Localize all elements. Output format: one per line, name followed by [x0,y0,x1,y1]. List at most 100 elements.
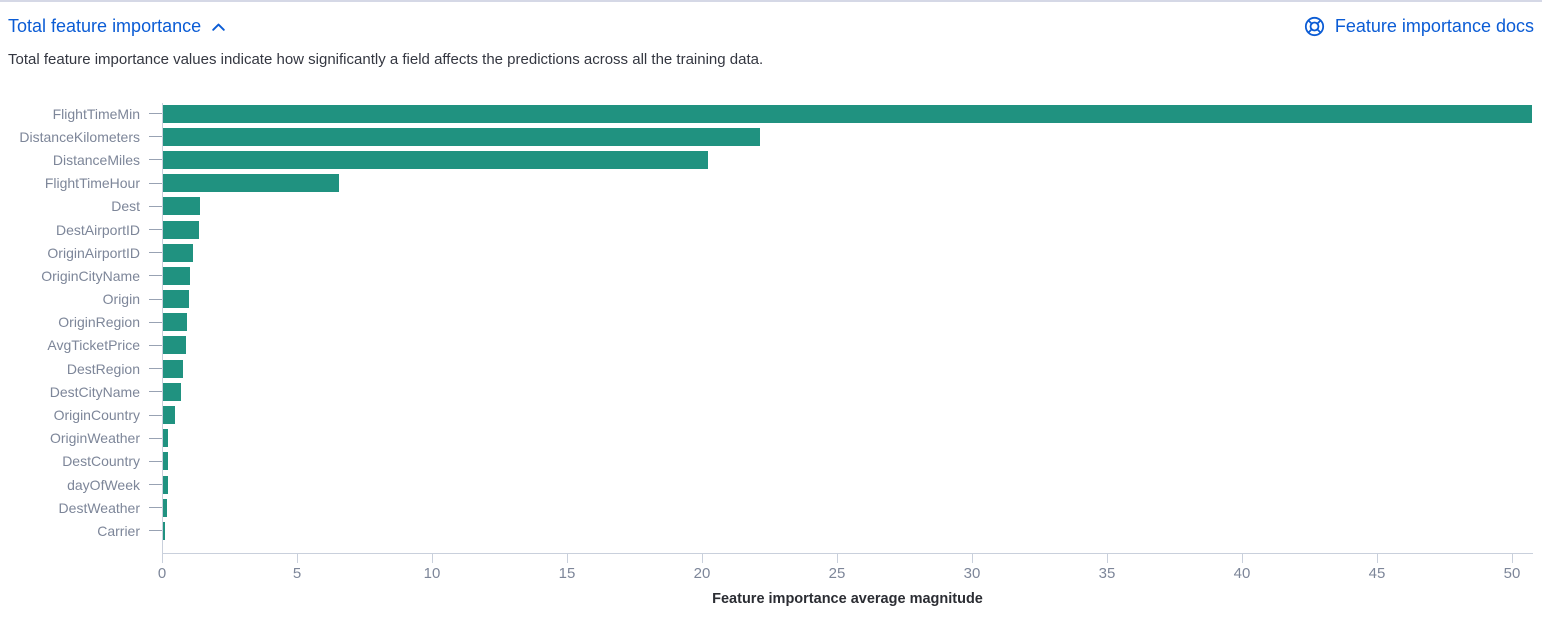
x-axis-tick [1512,554,1513,563]
bar-track [162,452,1542,471]
y-tick-mark [140,507,162,509]
bar-track [162,336,1542,355]
y-tick-mark [140,414,162,416]
bar-row: FlightTimeMin [0,102,1542,125]
category-label: FlightTimeHour [44,175,140,192]
x-axis-tick [837,554,838,563]
category-label: OriginAirportID [47,244,140,261]
bar-track [162,197,1542,216]
x-axis-tick [1242,554,1243,563]
bar-track [162,313,1542,332]
bar-row: DestWeather [0,496,1542,519]
y-tick-mark [140,136,162,138]
x-axis-tick [162,554,163,563]
bar-track [162,290,1542,309]
y-tick-mark [140,368,162,370]
x-axis-tick [1377,554,1378,563]
category-label: OriginCityName [41,267,140,284]
x-axis-tick-label: 0 [157,565,167,582]
bar-row: Carrier [0,519,1542,542]
docs-link-label: Feature importance docs [1334,15,1534,36]
bar-row: OriginCountry [0,403,1542,426]
x-axis-tick [297,554,298,563]
category-label: DestCityName [49,383,140,400]
category-label: DestAirportID [55,221,140,238]
y-tick-mark [140,182,162,184]
bar-track [162,475,1542,494]
bar-row: FlightTimeHour [0,172,1542,195]
bar-row: DestCityName [0,380,1542,403]
bar-row: DestCountry [0,450,1542,473]
bar-row: DistanceKilometers [0,125,1542,148]
y-tick-mark [140,205,162,207]
total-feature-importance-toggle[interactable]: Total feature importance [8,16,227,37]
y-tick-mark [140,437,162,439]
x-axis-tick-label: 15 [558,565,576,582]
category-label: OriginRegion [58,314,140,331]
importance-bar [163,313,188,332]
y-tick-mark [140,275,162,277]
bar-row: dayOfWeek [0,473,1542,496]
y-tick-mark [140,344,162,346]
x-axis-tick-label: 5 [292,565,302,582]
bar-track [162,243,1542,262]
importance-bar [163,452,168,471]
y-tick-mark [140,229,162,231]
category-label: DestRegion [66,360,140,377]
section-description: Total feature importance values indicate… [8,51,764,68]
importance-bar [163,382,181,401]
bar-track [162,150,1542,169]
chevron-up-icon[interactable] [210,19,227,36]
category-label: Origin [102,291,140,308]
category-label: DistanceKilometers [19,128,140,145]
y-tick-mark [140,530,162,532]
category-label: AvgTicketPrice [47,337,140,354]
category-label: OriginWeather [49,430,140,447]
bar-row: Dest [0,195,1542,218]
y-tick-mark [140,159,162,161]
bar-track [162,406,1542,425]
importance-bar [163,220,199,239]
x-axis-tick-label: 25 [828,565,846,582]
importance-bar [163,127,760,146]
x-axis-tick [567,554,568,563]
x-axis-tick [972,554,973,563]
bar-row: OriginRegion [0,311,1542,334]
importance-bar [163,150,709,169]
importance-bar [163,498,167,517]
y-tick-mark [140,460,162,462]
importance-bar [163,290,190,309]
category-label: OriginCountry [53,407,140,424]
y-axis-line [162,103,163,553]
y-tick-mark [140,298,162,300]
importance-bar [163,429,169,448]
bar-track [162,429,1542,448]
x-axis-tick [702,554,703,563]
x-axis-tick-label: 40 [1233,565,1251,582]
importance-bar [163,174,339,193]
x-axis-tick-label: 50 [1503,565,1521,582]
x-axis-tick-label: 45 [1368,565,1386,582]
feature-importance-docs-link[interactable]: Feature importance docs [1303,15,1534,38]
importance-bar [163,104,1532,123]
x-axis-line [162,553,1533,554]
bar-row: OriginAirportID [0,241,1542,264]
bar-track [162,174,1542,193]
x-axis-tick-label: 10 [423,565,441,582]
importance-bar [163,266,190,285]
panel-top-border [0,0,1542,2]
y-tick-mark [140,252,162,254]
x-axis-title: Feature importance average magnitude [712,591,983,607]
importance-bar [163,197,200,216]
lifebuoy-icon[interactable] [1303,15,1326,38]
bar-track [162,104,1542,123]
bar-track [162,521,1542,540]
bar-row: OriginCityName [0,264,1542,287]
category-label: Dest [111,198,140,215]
y-tick-mark [140,113,162,115]
y-tick-mark [140,484,162,486]
x-axis-tick-label: 35 [1098,565,1116,582]
category-label: dayOfWeek [67,476,140,493]
bar-track [162,498,1542,517]
